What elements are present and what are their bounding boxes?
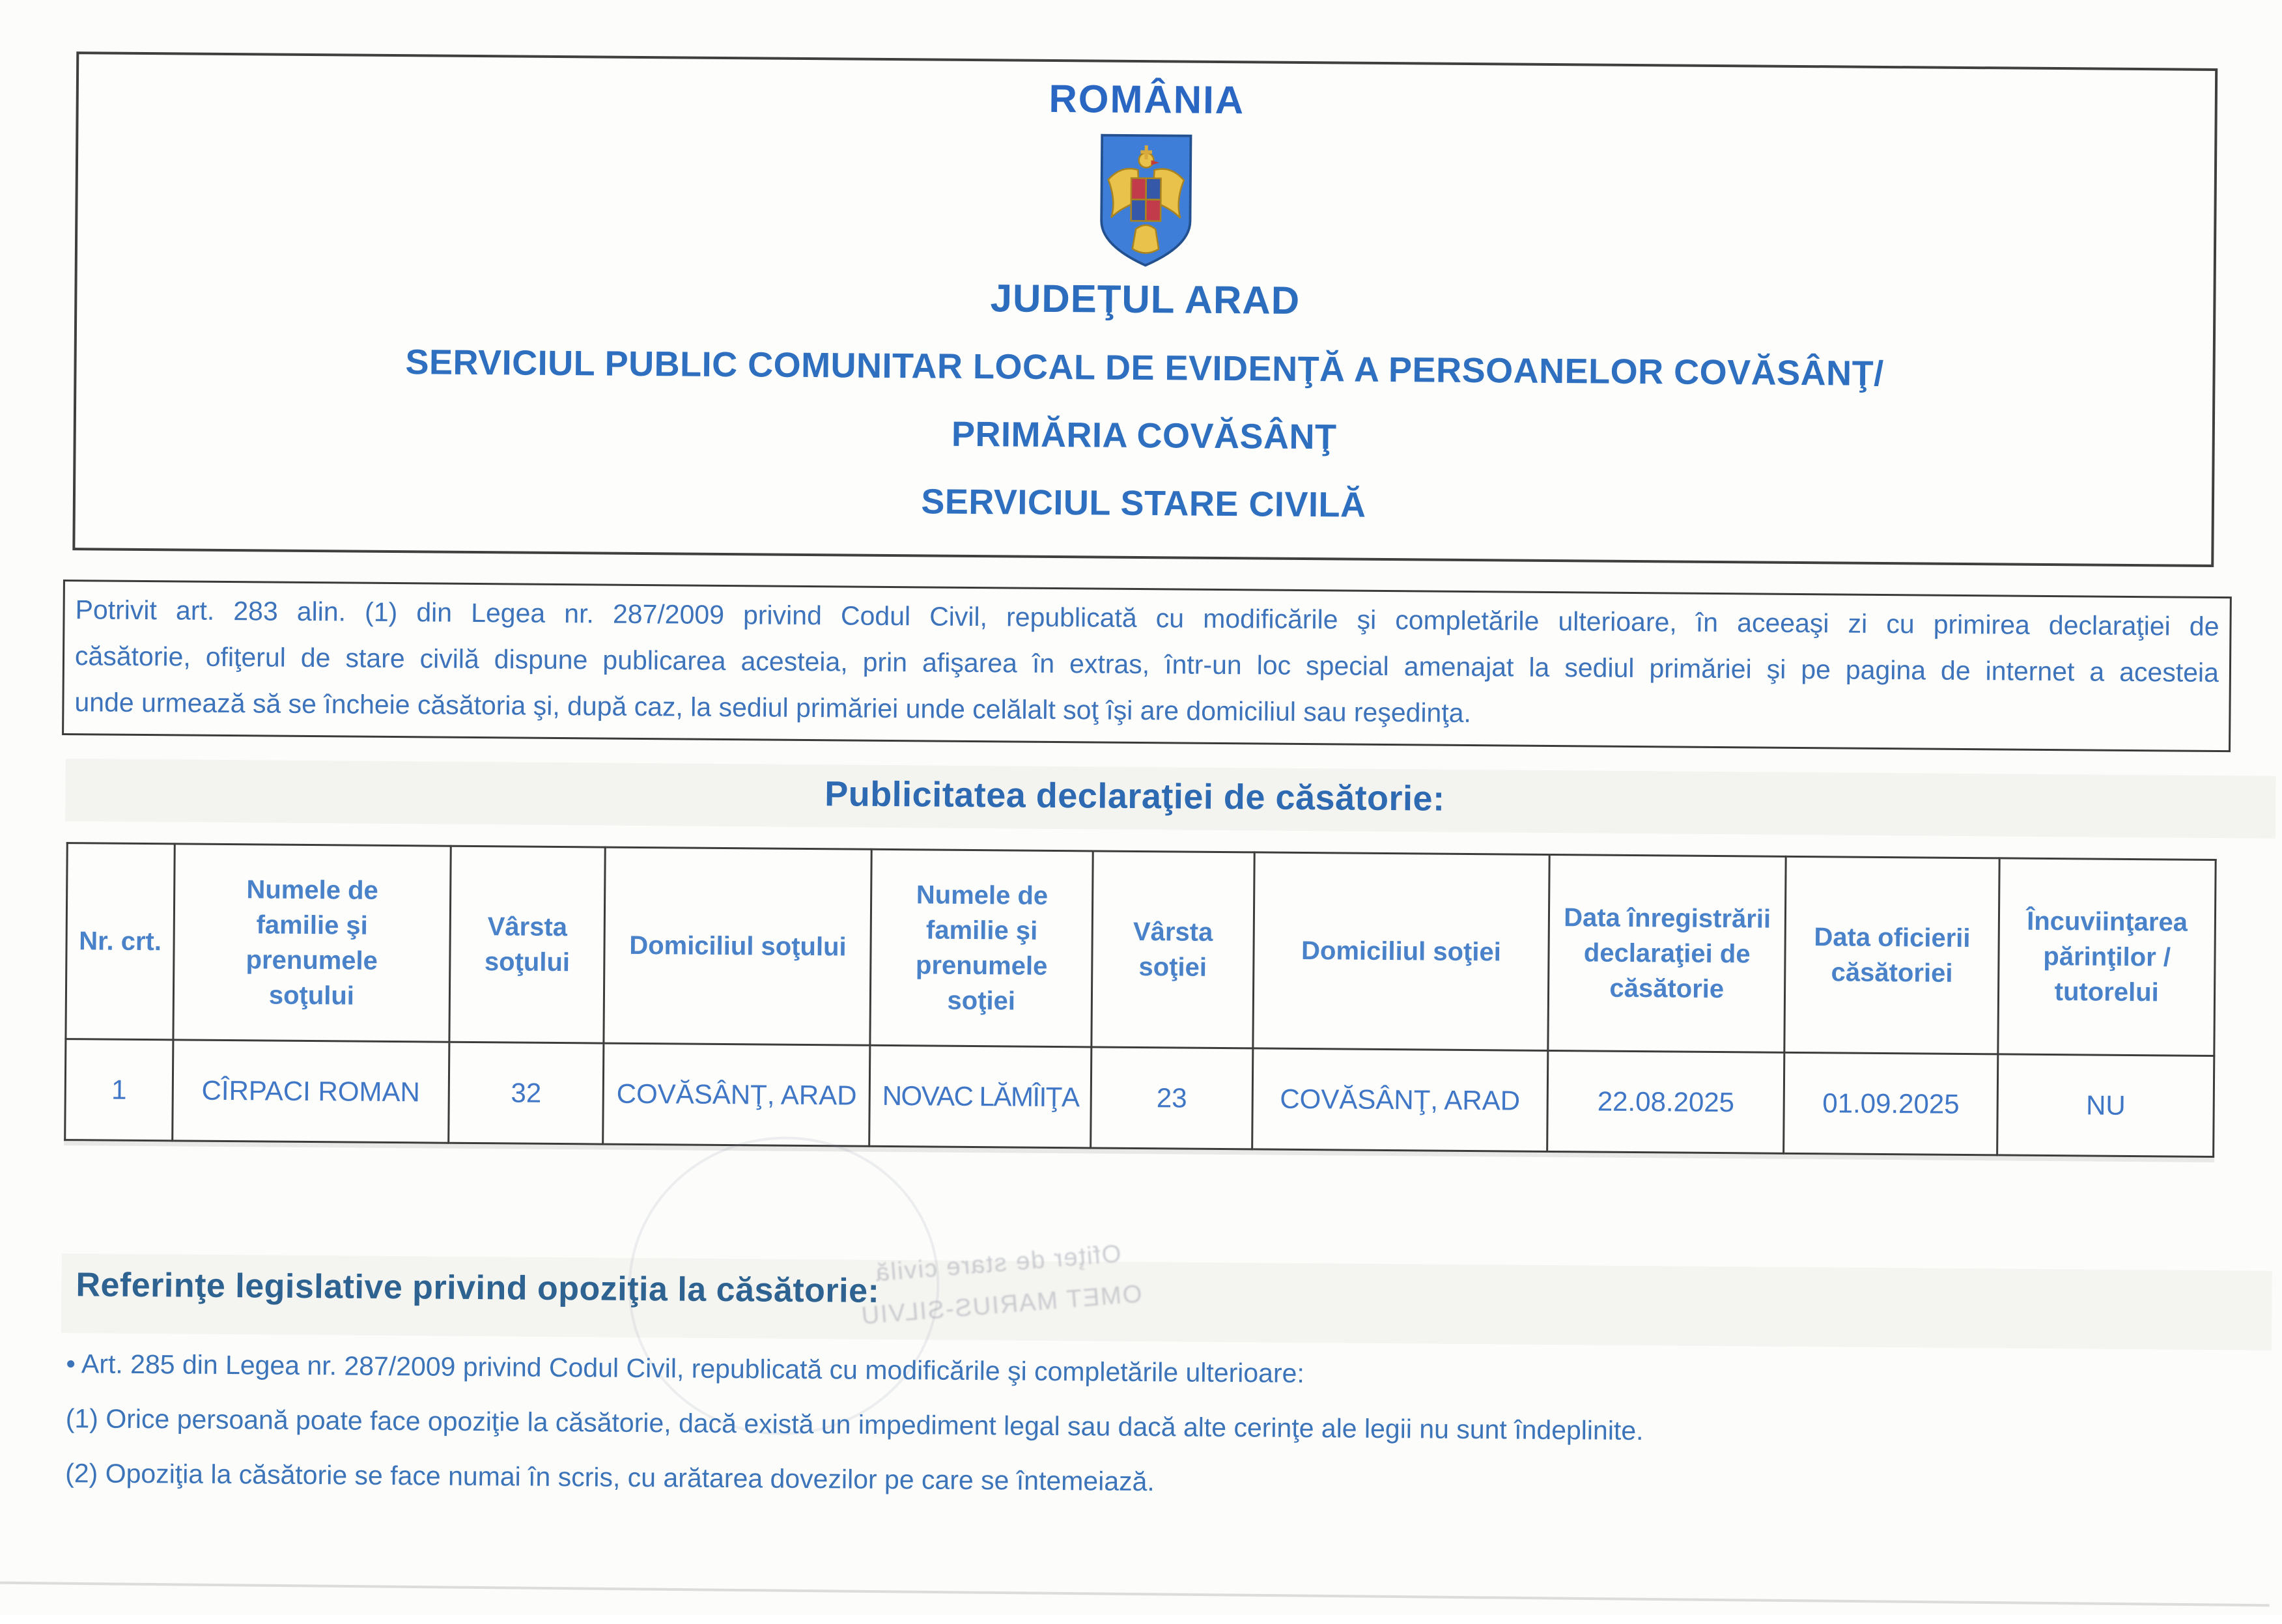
romania-coat-of-arms-icon (1100, 133, 1192, 267)
references-heading: Referinţe legislative privind opoziţia l… (76, 1266, 880, 1310)
cell-data-inregistrarii: 22.08.2025 (1547, 1050, 1784, 1154)
cell-nume-sot: CÎRPACI ROMAN (172, 1039, 449, 1143)
col-header-domiciliu-sotie: Domiciliul soţiei (1252, 852, 1550, 1051)
cell-varsta-sotie: 23 (1090, 1046, 1253, 1149)
col-header-incuviintarea: Încuviinţarea părinţilor / tutorelui (1998, 858, 2216, 1056)
reference-item-1: • Art. 285 din Legea nr. 287/2009 privin… (66, 1349, 1304, 1389)
references-list: • Art. 285 din Legea nr. 287/2009 privin… (65, 1345, 2216, 1526)
cell-varsta-sot: 32 (448, 1042, 604, 1145)
institution-line-1: SERVICIUL PUBLIC COMUNITAR LOCAL DE EVID… (405, 343, 1884, 393)
table-header-row: Nr. crt. Numele de familie şi prenumele … (65, 843, 2216, 1056)
county-title: JUDEŢUL ARAD (990, 276, 1301, 322)
reference-item-3: (2) Opoziţia la căsătorie se face numai … (65, 1458, 1155, 1497)
country-title: ROMÂNIA (1049, 76, 1245, 122)
cell-nr-crt: 1 (64, 1039, 173, 1141)
cell-data-oficierii: 01.09.2025 (1783, 1052, 1999, 1155)
cell-incuviintarea: NU (1997, 1054, 2214, 1157)
institution-line-2: PRIMĂRIA COVĂSÂNŢ (951, 414, 1337, 457)
header-box: ROMÂNIA JUDEŢUL A (72, 51, 2218, 567)
col-header-varsta-sot: Vârsta soţului (449, 846, 606, 1044)
col-header-domiciliu-sot: Domiciliul soţului (604, 847, 872, 1046)
marriage-declaration-table: Nr. crt. Numele de familie şi prenumele … (64, 842, 2217, 1158)
col-header-nume-sot: Numele de familie şi prenumele soţului (173, 843, 451, 1043)
col-header-varsta-sotie: Vârsta soţiei (1092, 850, 1254, 1048)
institution-line-3: SERVICIUL STARE CIVILĂ (921, 482, 1366, 525)
col-header-data-inregistrarii: Data înregistrării declaraţiei de căsăto… (1548, 854, 1786, 1053)
cell-domiciliu-sotie: COVĂSÂNŢ, ARAD (1252, 1048, 1549, 1152)
cell-nume-sotie: NOVAC LĂMÎIŢA (869, 1045, 1092, 1148)
col-header-nr-crt: Nr. crt. (65, 843, 175, 1040)
scan-edge-line (0, 1581, 2270, 1607)
table-row: 1 CÎRPACI ROMAN 32 COVĂSÂNŢ, ARAD NOVAC … (64, 1039, 2214, 1157)
col-header-data-oficierii: Data oficierii căsătoriei (1784, 856, 2000, 1054)
cell-domiciliu-sot: COVĂSÂNŢ, ARAD (603, 1043, 871, 1147)
reference-item-2: (1) Orice persoană poate face opoziţie l… (65, 1403, 1644, 1446)
col-header-nume-sotie: Numele de familie şi prenumele soţiei (870, 849, 1093, 1047)
legal-intro-box: Potrivit art. 283 alin. (1) din Legea nr… (62, 580, 2232, 753)
